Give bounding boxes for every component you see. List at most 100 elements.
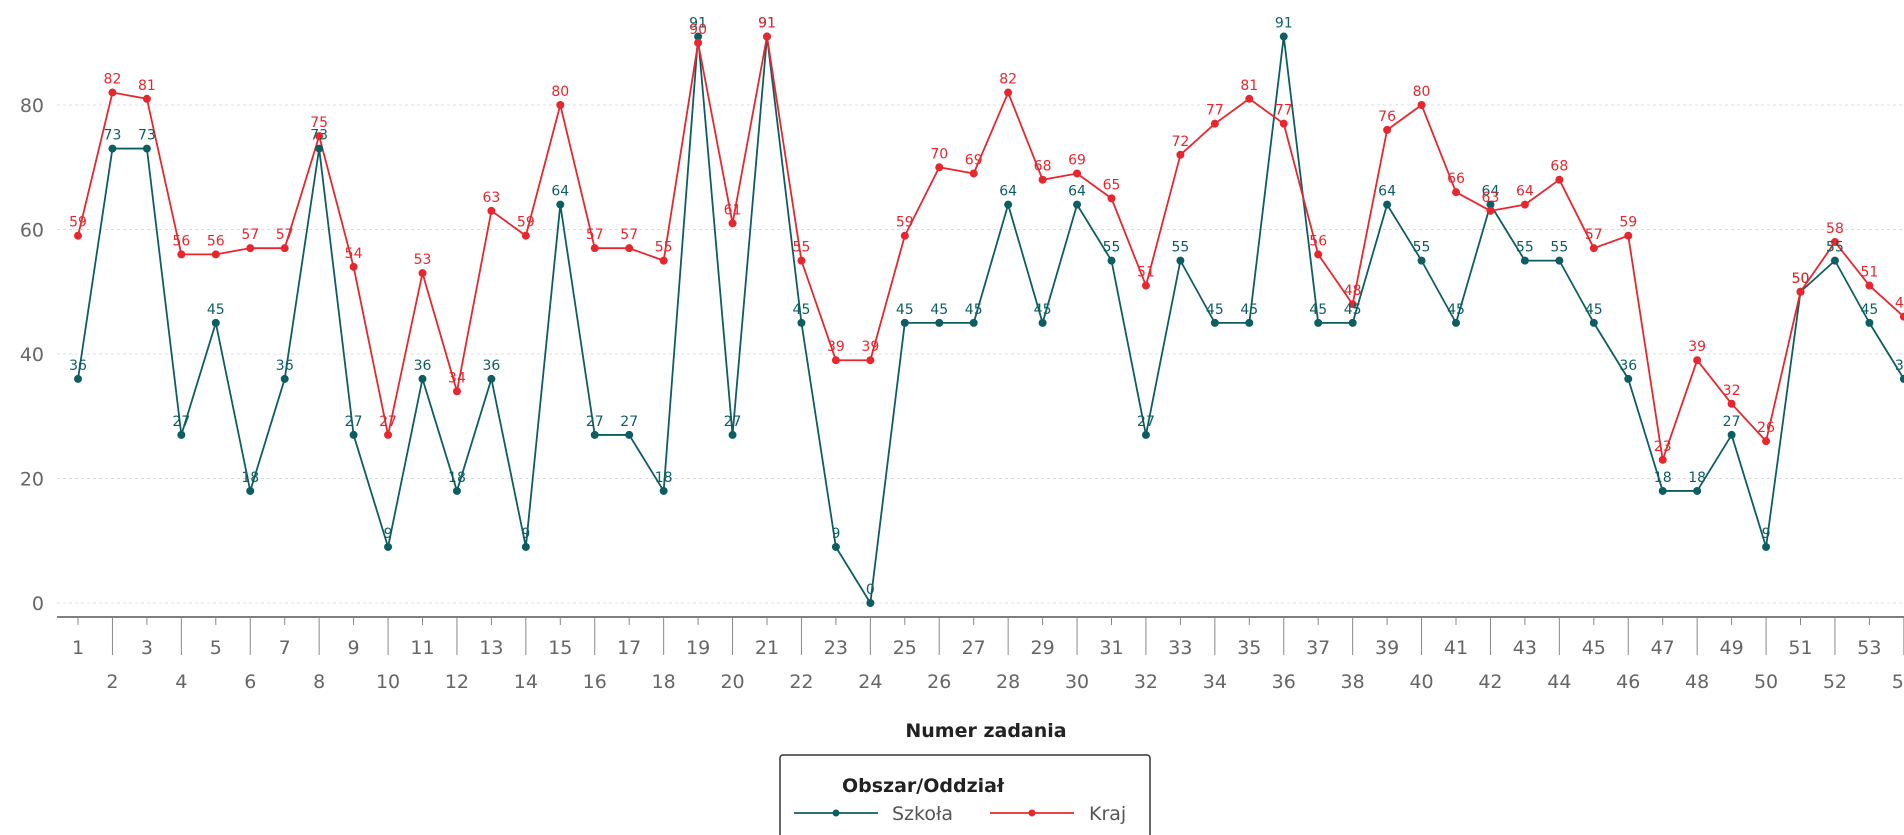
x-tick-label: 46 (1616, 671, 1640, 693)
data-point (1727, 430, 1736, 439)
data-label: 76 (1378, 109, 1396, 125)
data-point (1176, 150, 1185, 159)
x-tick-label: 28 (996, 671, 1020, 693)
data-point (142, 144, 151, 153)
data-label: 59 (517, 215, 535, 231)
data-point (556, 101, 565, 109)
data-label: 46 (1895, 296, 1904, 312)
data-label: 9 (1762, 526, 1771, 542)
data-point (1658, 455, 1667, 464)
data-point (1279, 32, 1288, 41)
data-label: 68 (1034, 159, 1052, 175)
data-point (1210, 119, 1219, 128)
data-point (521, 231, 530, 240)
x-tick-label: 23 (824, 637, 848, 659)
data-point (1555, 256, 1564, 265)
data-label: 59 (896, 215, 914, 231)
data-label: 36 (414, 358, 432, 374)
data-point (694, 32, 703, 41)
x-tick-label: 22 (789, 671, 813, 693)
data-point (935, 163, 944, 172)
data-point (1830, 237, 1839, 246)
data-label: 45 (1860, 302, 1878, 318)
x-tick-label: 53 (1857, 637, 1881, 659)
data-label: 45 (793, 302, 811, 318)
data-label: 69 (1068, 152, 1086, 168)
data-label: 45 (1034, 302, 1052, 318)
data-label: 55 (1103, 240, 1121, 256)
x-tick-label: 32 (1134, 671, 1158, 693)
x-tick-label: 29 (1031, 637, 1055, 659)
data-point (900, 318, 909, 327)
data-point (1555, 175, 1564, 184)
data-point (831, 356, 840, 365)
data-label: 45 (930, 302, 948, 318)
data-label: 36 (1895, 358, 1904, 374)
data-point (1073, 169, 1082, 178)
gridlines (57, 104, 1904, 604)
data-label: 27 (724, 414, 742, 430)
y-tick-label: 40 (20, 344, 44, 366)
legend-marker-szkola-dot (832, 809, 840, 817)
data-label: 90 (689, 22, 707, 38)
data-point (280, 374, 289, 383)
x-tick-label: 51 (1788, 637, 1812, 659)
data-point (1141, 281, 1150, 290)
data-label: 34 (448, 370, 466, 386)
x-tick-label: 44 (1547, 671, 1571, 693)
data-point (1314, 250, 1323, 259)
x-tick-label: 47 (1651, 637, 1675, 659)
data-label: 68 (1550, 159, 1568, 175)
data-point (659, 486, 668, 495)
x-tick-label: 41 (1444, 637, 1468, 659)
x-tick-label: 54 (1892, 671, 1904, 693)
x-tick-label: 31 (1099, 637, 1123, 659)
data-label: 57 (620, 227, 638, 243)
data-label: 45 (1206, 302, 1224, 318)
data-point (1245, 318, 1254, 327)
data-point (625, 244, 634, 253)
data-label: 27 (620, 414, 638, 430)
data-label: 58 (1826, 221, 1844, 237)
data-point (1073, 200, 1082, 209)
data-point (1762, 437, 1771, 446)
data-point (797, 318, 806, 327)
data-label: 72 (1171, 134, 1189, 150)
data-point (246, 486, 255, 495)
data-point (556, 200, 565, 209)
legend-label-kraj: Kraj (1089, 803, 1126, 825)
series-group (74, 32, 1904, 607)
x-tick-label: 26 (927, 671, 951, 693)
data-point (1486, 206, 1495, 215)
data-point (1383, 200, 1392, 209)
data-point (1624, 374, 1633, 383)
data-point (1004, 88, 1013, 97)
data-label: 32 (1723, 383, 1741, 399)
data-point (659, 256, 668, 265)
data-point (1899, 312, 1904, 321)
data-label: 63 (482, 190, 500, 206)
data-point (177, 430, 186, 439)
data-point (1486, 200, 1495, 209)
data-label: 57 (241, 227, 259, 243)
data-label: 53 (414, 252, 432, 268)
data-label: 18 (1654, 470, 1672, 486)
data-label: 27 (1723, 414, 1741, 430)
data-point (280, 244, 289, 253)
data-label: 27 (345, 414, 363, 430)
x-tick-label: 15 (548, 637, 572, 659)
data-point (1348, 300, 1357, 309)
data-point (1452, 188, 1460, 197)
data-point (763, 32, 771, 41)
data-label: 45 (207, 302, 225, 318)
data-label: 64 (1516, 184, 1534, 200)
data-point (831, 542, 840, 551)
data-point (1865, 281, 1874, 290)
data-label: 56 (172, 233, 190, 249)
data-point (1141, 430, 1150, 439)
data-label: 9 (384, 526, 393, 542)
data-point (142, 94, 151, 103)
x-tick-label: 19 (686, 637, 710, 659)
x-tick-label: 39 (1375, 637, 1399, 659)
